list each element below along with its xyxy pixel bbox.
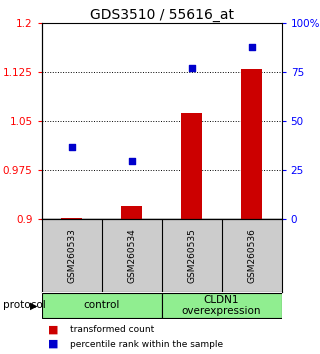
Text: ■: ■ [48, 339, 59, 349]
Point [189, 65, 194, 71]
Point [129, 158, 134, 164]
Text: ■: ■ [48, 325, 59, 335]
Bar [181, 113, 202, 219]
Bar [61, 218, 82, 219]
Bar [162, 292, 282, 318]
Text: CLDN1
overexpression: CLDN1 overexpression [182, 295, 261, 316]
Text: GSM260534: GSM260534 [127, 228, 136, 283]
Text: GSM260533: GSM260533 [67, 228, 76, 283]
Text: percentile rank within the sample: percentile rank within the sample [70, 339, 224, 349]
Title: GDS3510 / 55616_at: GDS3510 / 55616_at [90, 8, 234, 22]
Text: ▶: ▶ [30, 300, 38, 310]
Bar [121, 206, 142, 219]
Text: GSM260535: GSM260535 [187, 228, 196, 283]
Point [249, 44, 254, 50]
Text: protocol: protocol [3, 300, 46, 310]
Point [69, 144, 74, 150]
Text: control: control [84, 300, 120, 310]
Bar [42, 292, 162, 318]
Bar [241, 69, 262, 219]
Text: transformed count: transformed count [70, 325, 155, 334]
Text: GSM260536: GSM260536 [247, 228, 256, 283]
